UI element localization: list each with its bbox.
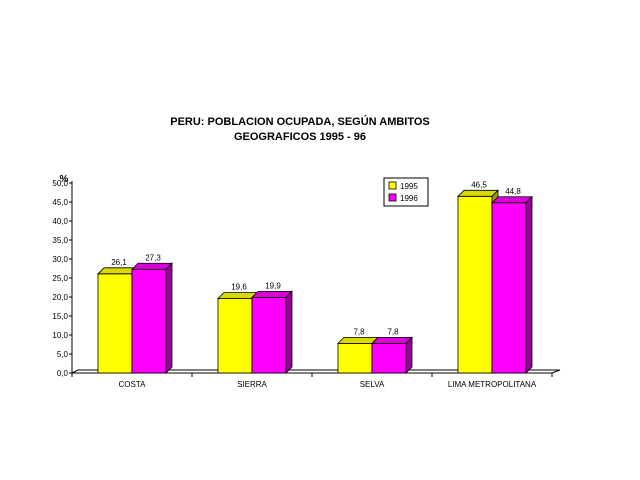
y-tick-label: 30,0 — [52, 255, 68, 264]
y-tick-label: 15,0 — [52, 312, 68, 321]
bar-top — [131, 262, 173, 270]
bar-top — [491, 196, 533, 204]
bar-side — [525, 195, 533, 374]
data-label: 19,9 — [265, 281, 281, 290]
legend-swatch-1995 — [388, 181, 397, 190]
chart-legend: 1995 1996 — [383, 177, 429, 207]
bar-1996-0 — [131, 262, 173, 374]
bar-front — [337, 342, 373, 374]
bar-front — [371, 342, 407, 374]
bar-side — [405, 336, 413, 374]
y-tick-label: 5,0 — [57, 350, 69, 359]
bar-1996-2 — [371, 336, 413, 374]
bar-1996-3 — [491, 195, 533, 374]
bar-side — [285, 290, 293, 374]
y-axis-label: % — [60, 174, 69, 185]
data-label: 44,8 — [505, 187, 521, 196]
bar-top — [337, 336, 379, 344]
y-tick-label: 45,0 — [52, 198, 68, 207]
legend-label-1995: 1995 — [400, 182, 418, 191]
legend-swatch-1996 — [388, 193, 397, 202]
data-label: 7,8 — [387, 327, 399, 336]
data-label: 26,1 — [111, 258, 127, 267]
data-label: 19,6 — [231, 283, 247, 292]
x-tick-label: SIERRA — [237, 380, 267, 389]
chart-title-line-2: GEOGRAFICOS 1995 - 96 — [233, 131, 367, 143]
bar-top — [371, 336, 413, 344]
x-tick-label: COSTA — [119, 380, 147, 389]
x-tick-label: SELVA — [360, 380, 385, 389]
y-tick-label: 0,0 — [57, 369, 69, 378]
bar-front — [491, 202, 527, 374]
y-tick-label: 20,0 — [52, 293, 68, 302]
bar-front — [217, 298, 253, 374]
data-label: 7,8 — [353, 327, 365, 336]
bar-top — [457, 189, 499, 197]
data-label: 27,3 — [145, 253, 161, 262]
bar-front — [97, 273, 133, 374]
bar-1995-3 — [457, 189, 499, 374]
bar-top — [251, 290, 293, 298]
bar-front — [251, 296, 287, 374]
bar-front — [131, 268, 167, 374]
chart-bars: 26,1 27,3 19,6 19,9 7,8 7,8 46,5 44,8 — [97, 180, 533, 374]
bar-front — [457, 195, 493, 374]
data-label: 46,5 — [471, 180, 487, 189]
legend-label-1996: 1996 — [400, 194, 418, 203]
bar-1996-1 — [251, 290, 293, 374]
y-tick-label: 40,0 — [52, 217, 68, 226]
y-tick-label: 10,0 — [52, 331, 68, 340]
chart-title-line-1: PERU: POBLACION OCUPADA, SEGÚN AMBITOS — [170, 116, 430, 128]
x-tick-label: LIMA METROPOLITANA — [448, 380, 537, 389]
y-tick-label: 25,0 — [52, 274, 68, 283]
bar-side — [165, 262, 173, 374]
y-tick-label: 50,0 — [52, 179, 68, 188]
y-tick-label: 35,0 — [52, 236, 68, 245]
